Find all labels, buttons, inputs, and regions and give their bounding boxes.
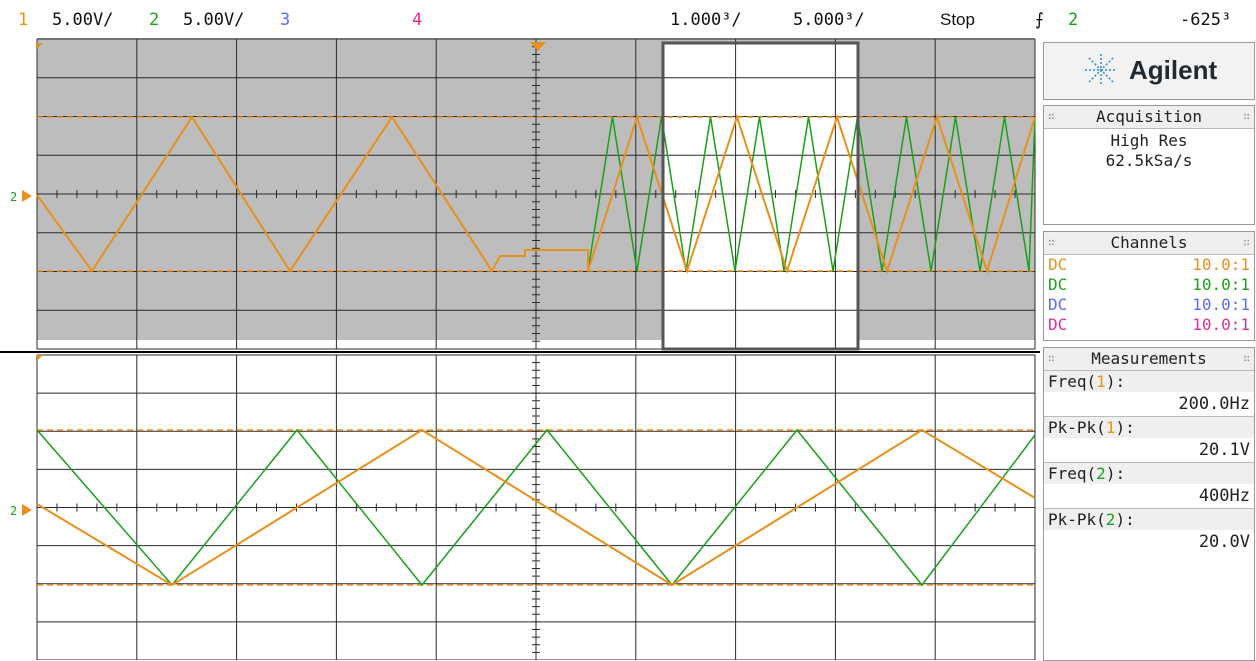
measurements-header[interactable]: ∷ Measurements ∷	[1044, 348, 1254, 371]
acquisition-rate: 62.5kSa/s	[1105, 151, 1193, 170]
ch2-ground-label-upper: 2	[10, 190, 17, 204]
brand-name: Agilent	[1129, 55, 1218, 85]
upper-grid	[36, 38, 1036, 350]
meas-channel: 1	[1096, 372, 1106, 391]
meas-name: Pk-Pk(	[1048, 418, 1106, 437]
trigger-edge-icon: ⨍	[1035, 10, 1044, 30]
acquisition-title: Acquisition	[1096, 107, 1202, 126]
brand-logo: Agilent	[1043, 42, 1255, 100]
channel-row-4[interactable]: DC 10.0:1	[1044, 315, 1254, 335]
status-bar: 1 5.00V/ 2 5.00V/ 3 4 1.000³/ 5.000³/ St…	[0, 0, 1256, 38]
measurements-panel[interactable]: ∷ Measurements ∷ Freq(1): 200.0Hz Pk-Pk(…	[1043, 347, 1255, 661]
channel-row-1[interactable]: DC 10.0:1	[1044, 255, 1254, 275]
channels-panel[interactable]: ∷ Channels ∷ DC 10.0:1 DC 10.0:1 DC 10.0…	[1043, 231, 1255, 341]
ch2-probe: 10.0:1	[1192, 275, 1250, 294]
ch1-scale[interactable]: 5.00V/	[52, 10, 114, 30]
waveform-display[interactable]: 2 2	[0, 38, 1040, 660]
ch1-coupling: DC	[1048, 255, 1068, 274]
grip-icon: ∷	[1048, 352, 1055, 365]
ch3-probe: 10.0:1	[1192, 295, 1250, 314]
channel-row-2[interactable]: DC 10.0:1	[1044, 275, 1254, 295]
meas-name: Freq(	[1048, 464, 1097, 483]
ch4-coupling: DC	[1048, 315, 1068, 334]
main-timebase[interactable]: 5.000³/	[793, 10, 865, 30]
meas-suffix: ):	[1105, 464, 1126, 483]
meas-suffix: ):	[1115, 510, 1135, 529]
zoom-region-outline[interactable]	[661, 41, 860, 351]
ch1-marker-upper	[37, 43, 43, 49]
ch1-probe: 10.0:1	[1192, 255, 1250, 274]
lower-grid	[36, 354, 1036, 660]
trigger-position-marker[interactable]	[530, 42, 546, 51]
ch1-trace-main	[36, 113, 1036, 275]
ch2-scale[interactable]: 5.00V/	[183, 10, 245, 30]
trigger-source[interactable]: 2	[1068, 10, 1079, 30]
meas-channel: 1	[1105, 418, 1116, 437]
measurement-value-freq1: 200.0Hz	[1178, 394, 1250, 414]
meas-channel: 2	[1105, 510, 1116, 529]
measurement-label-freq1[interactable]: Freq(1):	[1044, 371, 1254, 392]
acquisition-header[interactable]: ∷ Acquisition ∷	[1044, 106, 1254, 129]
meas-suffix: ):	[1115, 418, 1135, 437]
grip-icon: ∷	[1243, 236, 1250, 249]
channel-row-3[interactable]: DC 10.0:1	[1044, 295, 1254, 315]
ch3-coupling: DC	[1048, 295, 1068, 314]
trigger-level[interactable]: -625³	[1180, 10, 1232, 30]
ch2-coupling: DC	[1048, 275, 1068, 294]
ground-marker-upper[interactable]	[22, 190, 32, 202]
grip-icon: ∷	[1048, 110, 1055, 123]
measurement-value-pkpk2: 20.0V	[1198, 532, 1250, 552]
meas-name: Pk-Pk(	[1048, 510, 1106, 529]
ch1-marker-lower	[37, 355, 43, 361]
grip-icon: ∷	[1243, 110, 1250, 123]
agilent-spark-icon	[1085, 54, 1117, 86]
measurement-label-pkpk2[interactable]: Pk-Pk(2):	[1044, 508, 1254, 530]
ground-marker-lower[interactable]	[22, 504, 32, 516]
ch2-trace-zoom	[36, 428, 1036, 587]
meas-suffix: ):	[1105, 372, 1126, 391]
measurement-label-pkpk1[interactable]: Pk-Pk(1):	[1044, 416, 1254, 438]
grip-icon: ∷	[1048, 236, 1055, 249]
measurement-label-freq2[interactable]: Freq(2):	[1044, 462, 1254, 484]
measurements-title: Measurements	[1091, 349, 1207, 368]
zoom-timebase[interactable]: 1.000³/	[670, 10, 742, 30]
zoom-region[interactable]	[663, 43, 858, 349]
ch2-ground-label-lower: 2	[10, 504, 17, 518]
ch2-trace-main-fast	[587, 116, 1036, 272]
measurement-value-freq2: 400Hz	[1198, 486, 1250, 506]
meas-name: Freq(	[1048, 372, 1097, 391]
ch1-trace-zoom	[36, 428, 1036, 587]
measurement-value-pkpk1: 20.1V	[1198, 440, 1250, 460]
acquisition-mode: High Res	[1110, 131, 1188, 150]
side-panel: Agilent ∷ Acquisition ∷ High Res 62.5kSa…	[1040, 38, 1256, 661]
meas-channel: 2	[1096, 464, 1106, 483]
grip-icon: ∷	[1243, 352, 1250, 365]
ch2-label[interactable]: 2	[149, 10, 160, 30]
ch3-label[interactable]: 3	[280, 10, 291, 30]
ch1-label[interactable]: 1	[18, 10, 29, 30]
ch4-label[interactable]: 4	[412, 10, 423, 30]
channels-title: Channels	[1110, 233, 1188, 252]
ch4-probe: 10.0:1	[1192, 315, 1250, 334]
run-state[interactable]: Stop	[940, 10, 975, 29]
acquisition-panel[interactable]: ∷ Acquisition ∷ High Res 62.5kSa/s	[1043, 105, 1255, 225]
channels-header[interactable]: ∷ Channels ∷	[1044, 232, 1254, 255]
